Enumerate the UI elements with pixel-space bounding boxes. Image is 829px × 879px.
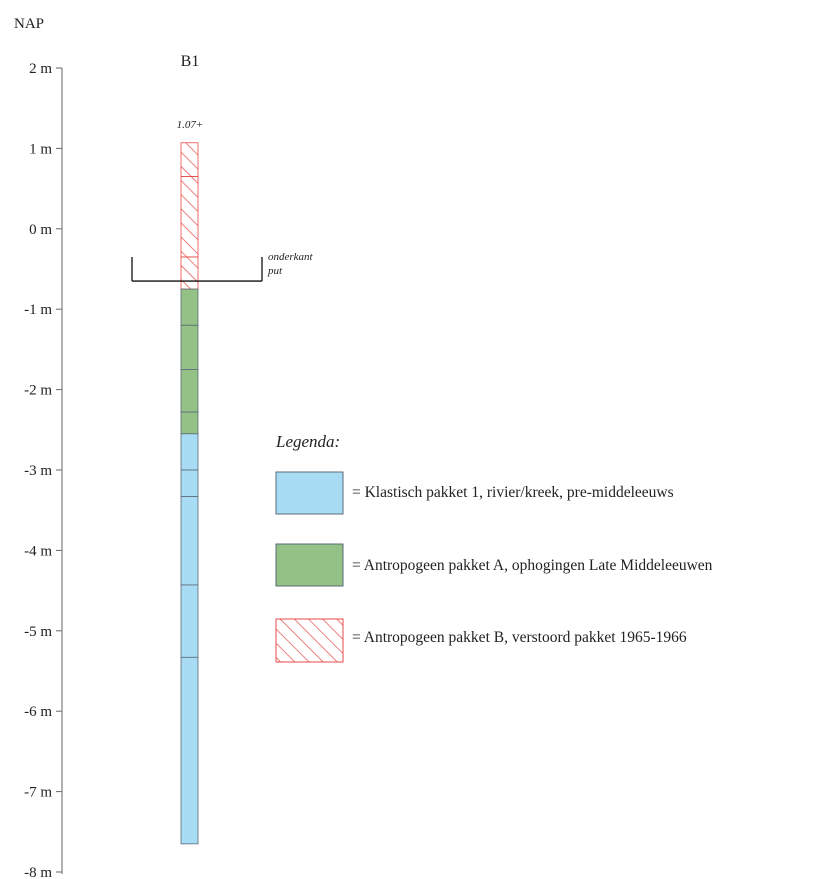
pit-bottom-label-line2: put [267, 265, 283, 277]
borehole-name: B1 [181, 53, 200, 70]
axis-tick-label: -4 m [24, 543, 52, 559]
axis-tick-label: -3 m [24, 463, 52, 479]
borehole-top-label: 1.07+ [177, 119, 204, 131]
borehole-segment-A [180, 324, 199, 370]
borehole-segment-1 [180, 469, 199, 497]
axis-tick-label: -8 m [24, 865, 52, 879]
borehole-segment-B [180, 142, 199, 177]
borehole-segment-B [180, 176, 199, 258]
axis-tick-label: -7 m [24, 785, 52, 801]
axis-tick-label: 1 m [29, 141, 52, 157]
legend: Legenda: = Klastisch pakket 1, rivier/kr… [275, 432, 713, 663]
pit-bottom-label-line1: onderkant [268, 251, 314, 263]
legend-text-klastisch: = Klastisch pakket 1, rivier/kreek, pre-… [352, 484, 674, 501]
legend-text-antropogeen-b: = Antropogeen pakket B, verstoord pakket… [352, 629, 687, 646]
borehole-segment-1 [180, 656, 199, 845]
axis-tick-label: -5 m [24, 624, 52, 640]
legend-swatch-antropogeen-b [275, 618, 344, 663]
legend-swatch-antropogeen-a [275, 543, 344, 587]
legend-title: Legenda: [275, 432, 340, 451]
axis-tick-label: 2 m [29, 61, 52, 77]
borehole-segment-1 [180, 496, 199, 586]
borehole-segment-A [180, 288, 199, 326]
borehole-segment-A [180, 411, 199, 435]
borehole-segment-1 [180, 584, 199, 658]
borehole-segment-1 [180, 433, 199, 471]
axis-tick-label: 0 m [29, 222, 52, 238]
borehole-column [180, 142, 199, 845]
axis-tick-label: -2 m [24, 383, 52, 399]
depth-axis-ticks: 2 m 1 m 0 m -1 m -2 m -3 m -4 m -5 m -6 m -7 m -8 … [24, 61, 62, 879]
pit-bottom-marker: onderkant put [131, 251, 314, 282]
legend-text-antropogeen-a: = Antropogeen pakket A, ophogingen Late … [352, 557, 713, 574]
borehole-segment-B [180, 256, 199, 290]
axis-tick-label: -6 m [24, 704, 52, 720]
axis-tick-label: -1 m [24, 302, 52, 318]
legend-swatch-klastisch [275, 471, 344, 515]
borehole-segment-A [180, 369, 199, 413]
vertical-reference-label: NAP [14, 16, 44, 32]
